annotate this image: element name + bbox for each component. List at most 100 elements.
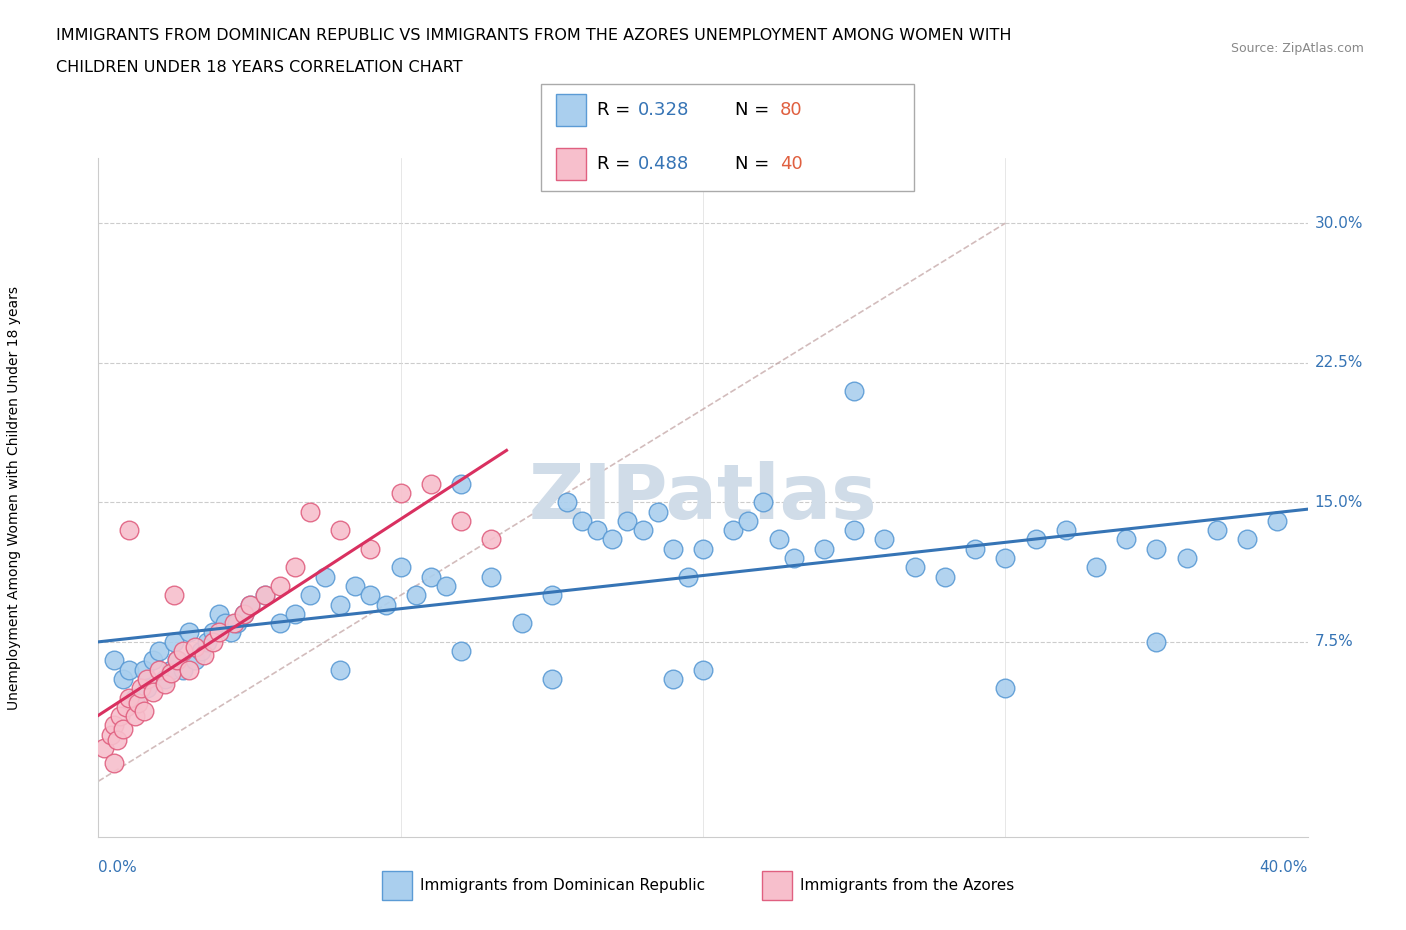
Point <box>132 662 155 677</box>
Text: Immigrants from the Azores: Immigrants from the Azores <box>800 878 1014 894</box>
Point <box>166 653 188 668</box>
Bar <box>557 148 586 180</box>
Text: N =: N = <box>735 101 775 119</box>
Point <box>540 671 562 686</box>
Point <box>118 523 141 538</box>
Point <box>329 662 352 677</box>
Point <box>184 653 207 668</box>
Point <box>782 551 804 565</box>
Point <box>360 588 382 603</box>
Point <box>284 560 307 575</box>
Text: 22.5%: 22.5% <box>1315 355 1362 370</box>
Point <box>153 671 176 686</box>
Point <box>221 625 243 640</box>
Point <box>1236 532 1258 547</box>
Point <box>510 616 533 631</box>
Point <box>904 560 927 575</box>
Point <box>965 541 987 556</box>
Point <box>434 578 457 593</box>
Bar <box>762 871 792 900</box>
Point <box>692 541 714 556</box>
Point <box>329 597 352 612</box>
Point <box>118 690 141 705</box>
Point <box>844 523 866 538</box>
Text: CHILDREN UNDER 18 YEARS CORRELATION CHART: CHILDREN UNDER 18 YEARS CORRELATION CHAR… <box>56 60 463 75</box>
Point <box>450 644 472 658</box>
Point <box>676 569 699 584</box>
Point <box>419 569 441 584</box>
Bar <box>382 871 412 900</box>
Point <box>163 634 186 649</box>
Point <box>481 569 503 584</box>
Point <box>239 597 262 612</box>
Point <box>160 662 183 677</box>
Point <box>299 504 322 519</box>
Point <box>602 532 624 547</box>
Point <box>226 616 249 631</box>
Point <box>934 569 956 584</box>
Point <box>93 740 115 755</box>
Text: 7.5%: 7.5% <box>1315 634 1354 649</box>
Point <box>190 644 212 658</box>
Point <box>129 681 152 696</box>
Point <box>994 551 1017 565</box>
FancyBboxPatch shape <box>541 84 914 191</box>
Point <box>389 560 412 575</box>
Point <box>360 541 382 556</box>
Point <box>172 644 194 658</box>
Text: R =: R = <box>598 101 636 119</box>
Point <box>127 696 149 711</box>
Point <box>202 625 225 640</box>
Point <box>994 681 1017 696</box>
Point <box>329 523 352 538</box>
Text: Immigrants from Dominican Republic: Immigrants from Dominican Republic <box>420 878 706 894</box>
Point <box>177 625 201 640</box>
Point <box>135 671 157 686</box>
Point <box>111 671 134 686</box>
Point <box>1024 532 1046 547</box>
Point <box>1054 523 1077 538</box>
Text: 40: 40 <box>780 155 803 173</box>
Point <box>481 532 503 547</box>
Point <box>124 709 146 724</box>
Point <box>103 755 125 770</box>
Point <box>132 703 155 718</box>
Point <box>631 523 654 538</box>
Text: 0.0%: 0.0% <box>98 860 138 875</box>
Point <box>1144 541 1167 556</box>
Point <box>142 684 165 699</box>
Point <box>647 504 669 519</box>
Point <box>232 606 254 621</box>
Text: 30.0%: 30.0% <box>1315 216 1362 231</box>
Point <box>1115 532 1137 547</box>
Point <box>813 541 835 556</box>
Point <box>105 733 128 748</box>
Point <box>450 476 472 491</box>
Bar <box>557 94 586 126</box>
Point <box>253 588 276 603</box>
Text: 15.0%: 15.0% <box>1315 495 1362 510</box>
Point <box>103 653 125 668</box>
Point <box>208 625 231 640</box>
Point <box>100 727 122 742</box>
Point <box>103 718 125 733</box>
Point <box>540 588 562 603</box>
Point <box>108 709 131 724</box>
Point <box>202 634 225 649</box>
Point <box>142 653 165 668</box>
Point <box>692 662 714 677</box>
Point <box>1265 513 1288 528</box>
Point <box>1144 634 1167 649</box>
Point <box>232 606 254 621</box>
Point <box>1085 560 1108 575</box>
Point <box>224 616 246 631</box>
Point <box>253 588 276 603</box>
Point <box>844 383 866 398</box>
Text: 80: 80 <box>780 101 803 119</box>
Point <box>344 578 367 593</box>
Point <box>177 662 201 677</box>
Point <box>768 532 790 547</box>
Point <box>163 588 186 603</box>
Text: N =: N = <box>735 155 775 173</box>
Point <box>752 495 775 510</box>
